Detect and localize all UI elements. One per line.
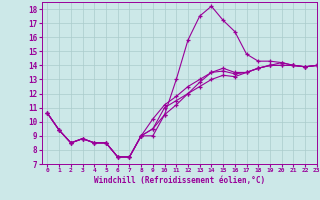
X-axis label: Windchill (Refroidissement éolien,°C): Windchill (Refroidissement éolien,°C) — [94, 176, 265, 185]
